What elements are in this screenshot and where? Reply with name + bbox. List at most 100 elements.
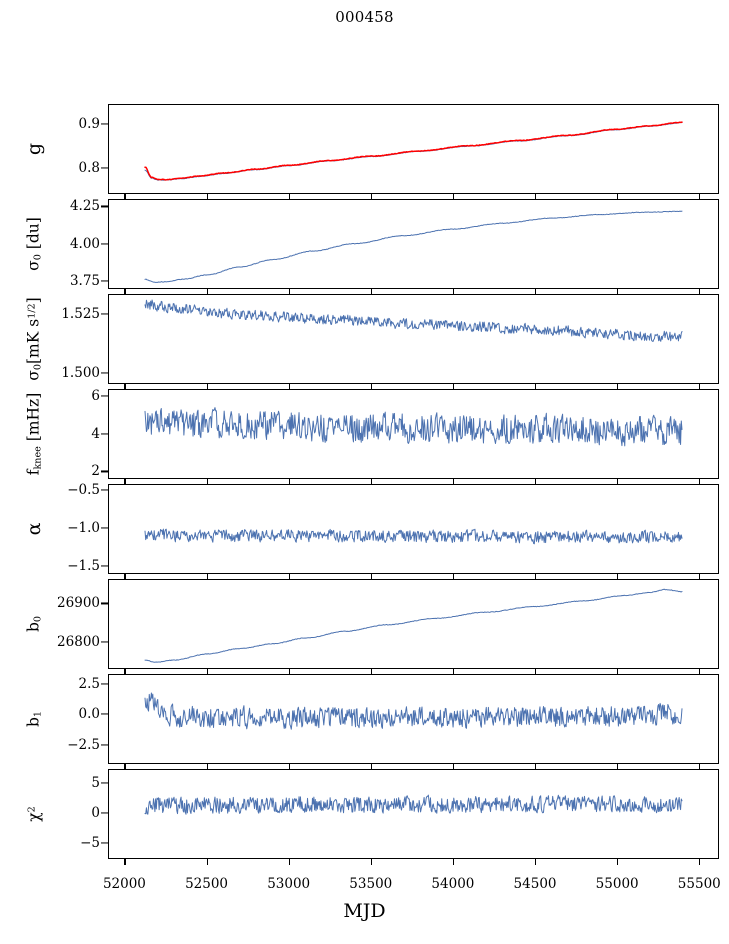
x-tick-mark-chi2-1: [206, 859, 208, 865]
y-tick-label-alpha-0: −0.5: [67, 482, 100, 499]
x-tick-mark-b1-3: [370, 764, 372, 770]
x-tick-mark-sigma0-mK-1: [206, 384, 208, 390]
x-tick-mark-chi2-5: [535, 859, 537, 865]
x-tick-mark-f-knee-3: [370, 479, 372, 485]
data-line-sigma0-du-0: [145, 211, 682, 282]
plot-panel-chi2: [108, 769, 719, 859]
data-line-alpha-0: [145, 529, 682, 544]
x-tick-mark-f-knee-0: [124, 479, 126, 485]
x-tick-mark-g-5: [535, 194, 537, 200]
x-tick-mark-alpha-6: [617, 574, 619, 580]
y-tick-mark-chi2-0: [101, 842, 108, 844]
data-line-sigma0-mK-0: [145, 300, 682, 341]
plot-panel-f-knee: [108, 389, 719, 479]
y-axis-label-g: g: [23, 142, 45, 156]
x-tick-mark-alpha-7: [699, 574, 701, 580]
y-tick-label-b1-1: 0.0: [78, 706, 100, 723]
x-tick-mark-sigma0-du-5: [535, 289, 537, 295]
x-tick-mark-f-knee-5: [535, 479, 537, 485]
x-tick-mark-b0-3: [370, 669, 372, 675]
x-tick-mark-f-knee-6: [617, 479, 619, 485]
y-tick-mark-g-0: [101, 167, 108, 169]
x-tick-mark-sigma0-du-1: [206, 289, 208, 295]
y-tick-label-sigma0-du-1: 4.00: [69, 235, 100, 252]
data-line-f-knee-0: [145, 408, 682, 446]
y-tick-label-g-0: 0.8: [78, 160, 100, 177]
y-tick-label-sigma0-mK-0: 1.500: [61, 365, 100, 382]
x-tick-mark-b1-1: [206, 764, 208, 770]
x-tick-mark-sigma0-mK-5: [535, 384, 537, 390]
y-tick-label-sigma0-du-2: 4.25: [69, 198, 100, 215]
x-tick-mark-sigma0-mK-4: [452, 384, 454, 390]
y-tick-label-b0-1: 26900: [57, 595, 100, 612]
x-tick-mark-chi2-3: [370, 859, 372, 865]
x-tick-label-2: 53000: [267, 876, 311, 892]
x-tick-mark-g-6: [617, 194, 619, 200]
x-tick-mark-g-3: [370, 194, 372, 200]
y-axis-label-b0: b0: [24, 615, 44, 633]
x-tick-mark-alpha-5: [535, 574, 537, 580]
data-line-b0-0: [145, 589, 682, 662]
x-tick-mark-sigma0-mK-7: [699, 384, 701, 390]
x-tick-mark-b1-6: [617, 764, 619, 770]
y-tick-mark-alpha-0: [101, 489, 108, 491]
x-tick-mark-sigma0-du-2: [288, 289, 290, 295]
y-tick-mark-b1-0: [101, 743, 108, 746]
y-tick-label-alpha-1: −1.0: [67, 520, 100, 537]
x-tick-mark-g-4: [452, 194, 454, 200]
x-tick-mark-alpha-3: [370, 574, 372, 580]
x-tick-mark-sigma0-mK-2: [288, 384, 290, 390]
y-tick-mark-f-knee-1: [101, 432, 108, 435]
x-tick-mark-b0-5: [535, 669, 537, 675]
y-axis-label-sigma0-du: σ0 [du]: [24, 217, 44, 271]
y-tick-label-chi2-2: 5: [91, 775, 100, 792]
y-tick-label-chi2-0: −5: [80, 835, 100, 852]
y-tick-mark-b1-1: [101, 713, 108, 715]
x-tick-mark-sigma0-du-0: [124, 289, 126, 295]
y-tick-mark-sigma0-mK-1: [101, 313, 108, 315]
plot-panel-b1: [108, 674, 719, 764]
y-tick-mark-alpha-2: [101, 565, 108, 567]
y-tick-label-b0-0: 26800: [57, 634, 100, 651]
x-tick-mark-alpha-4: [452, 574, 454, 580]
x-tick-mark-b1-0: [124, 764, 126, 770]
y-tick-label-b1-0: −2.5: [67, 736, 100, 753]
x-tick-label-4: 54000: [431, 876, 475, 892]
x-tick-label-7: 55500: [677, 876, 721, 892]
y-tick-mark-f-knee-0: [101, 470, 108, 472]
x-tick-mark-g-0: [124, 194, 126, 200]
x-tick-mark-chi2-2: [288, 859, 290, 865]
y-tick-label-alpha-2: −1.5: [67, 558, 100, 575]
x-tick-mark-f-knee-1: [206, 479, 208, 485]
y-tick-label-chi2-1: 0: [91, 805, 100, 822]
x-tick-mark-sigma0-mK-3: [370, 384, 372, 390]
x-tick-mark-b0-2: [288, 669, 290, 675]
data-line-chi2-0: [145, 795, 682, 814]
y-axis-label-chi2: χ2: [25, 806, 43, 822]
y-axis-label-sigma0-mK: σ0[mK s1/2]: [24, 297, 44, 381]
data-line-b1-0: [145, 693, 682, 729]
y-tick-mark-sigma0-du-1: [101, 243, 108, 245]
x-tick-label-3: 53500: [349, 876, 393, 892]
plot-panel-sigma0-mK: [108, 294, 719, 384]
x-tick-mark-g-1: [206, 194, 208, 200]
y-tick-label-f-knee-0: 2: [91, 463, 100, 480]
y-tick-mark-b1-2: [101, 683, 108, 685]
y-tick-mark-g-1: [101, 123, 108, 125]
x-tick-mark-f-knee-2: [288, 479, 290, 485]
x-tick-mark-b0-0: [124, 669, 126, 675]
x-tick-mark-sigma0-du-7: [699, 289, 701, 295]
plot-panel-b0: [108, 579, 719, 669]
y-tick-mark-chi2-1: [101, 812, 108, 814]
x-tick-mark-alpha-1: [206, 574, 208, 580]
plot-panel-alpha: [108, 484, 719, 574]
x-tick-mark-b1-2: [288, 764, 290, 770]
y-tick-mark-chi2-2: [101, 782, 108, 784]
x-tick-mark-chi2-0: [124, 859, 126, 865]
x-tick-mark-chi2-6: [617, 859, 619, 865]
x-tick-mark-alpha-2: [288, 574, 290, 580]
x-tick-mark-b0-4: [452, 669, 454, 675]
x-tick-mark-b1-7: [699, 764, 701, 770]
x-tick-mark-b0-6: [617, 669, 619, 675]
